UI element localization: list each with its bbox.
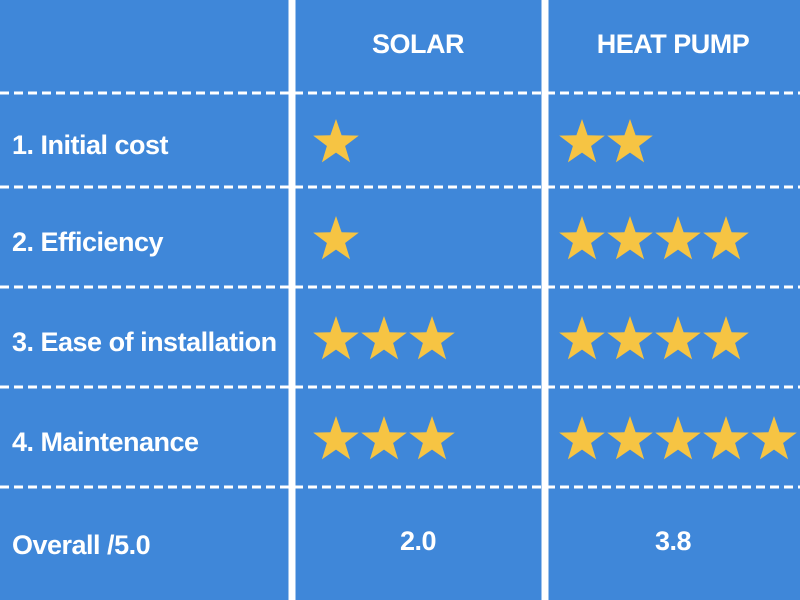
star — [655, 316, 701, 360]
star-rating — [559, 119, 653, 163]
overall-value: 2.0 — [400, 526, 436, 556]
star — [607, 316, 653, 360]
column-header: SOLAR — [372, 29, 464, 59]
overall-value: 3.8 — [655, 526, 692, 556]
row-label: 4. Maintenance — [12, 427, 199, 457]
star — [313, 316, 359, 360]
star — [655, 416, 701, 460]
star — [409, 316, 455, 360]
column-header: HEAT PUMP — [597, 29, 750, 59]
star — [607, 216, 653, 260]
star — [559, 316, 605, 360]
star — [703, 416, 749, 460]
star — [607, 416, 653, 460]
star-rating — [313, 119, 359, 163]
star — [313, 216, 359, 260]
star-rating — [313, 316, 455, 360]
star — [703, 316, 749, 360]
star — [409, 416, 455, 460]
row-label: 3. Ease of installation — [12, 327, 277, 357]
star — [655, 216, 701, 260]
row-label: 2. Efficiency — [12, 227, 164, 257]
star — [703, 216, 749, 260]
star — [361, 316, 407, 360]
star-rating — [559, 416, 797, 460]
star — [313, 119, 359, 163]
star — [607, 119, 653, 163]
star-rating — [313, 216, 359, 260]
star — [313, 416, 359, 460]
row-label: 1. Initial cost — [12, 130, 169, 160]
star-rating — [559, 316, 749, 360]
star-rating — [313, 416, 455, 460]
star-rating — [559, 216, 749, 260]
star — [361, 416, 407, 460]
star — [559, 119, 605, 163]
star — [751, 416, 797, 460]
overall-label: Overall /5.0 — [12, 530, 150, 560]
star — [559, 416, 605, 460]
star — [559, 216, 605, 260]
